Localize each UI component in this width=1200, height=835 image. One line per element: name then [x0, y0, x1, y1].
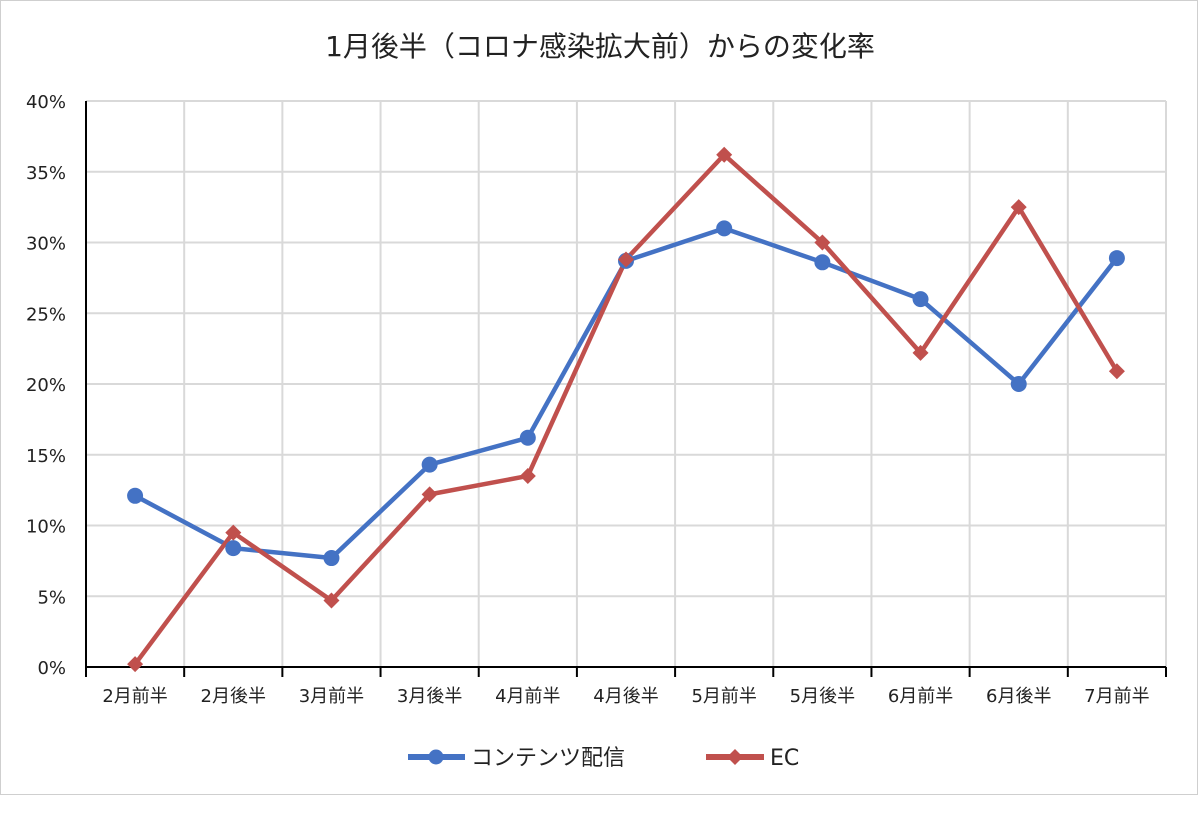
x-tick-label: 5月前半 — [691, 686, 756, 707]
legend-item-ec: EC — [706, 746, 799, 771]
legend-item-content-distribution: コンテンツ配信 — [408, 746, 625, 771]
data-point-content-distribution — [127, 487, 144, 504]
data-point-content-distribution — [716, 220, 733, 237]
y-tick-label: 25% — [26, 304, 66, 325]
data-point-ec — [323, 592, 340, 609]
data-point-ec — [519, 467, 536, 484]
data-point-ec — [127, 656, 144, 673]
legend-diamond-marker-icon — [727, 749, 743, 765]
x-axis-tick-labels: 2月前半 2月後半 3月前半 3月後半 4月前半 4月後半 5月前半 5月後半 6月前半 6月後半… — [102, 686, 1149, 707]
axes — [85, 101, 1167, 677]
x-tick-label: 2月前半 — [102, 686, 167, 707]
y-tick-label: 15% — [26, 446, 66, 467]
legend-label-ec: EC — [770, 746, 799, 771]
y-tick-label: 35% — [26, 163, 66, 184]
x-tick-label: 5月後半 — [790, 686, 855, 707]
x-tick-label: 4月後半 — [593, 686, 658, 707]
data-point-content-distribution — [1010, 376, 1027, 392]
data-point-ec — [225, 524, 242, 541]
y-tick-label: 20% — [26, 375, 66, 396]
y-tick-label: 10% — [26, 517, 66, 538]
x-tick-label: 6月前半 — [888, 686, 953, 707]
data-point-ec — [1108, 363, 1125, 380]
y-tick-label: 40% — [26, 92, 66, 113]
y-axis-tick-labels: 0% 5% 10% 15% 20% 25% 30% 35% 40% — [26, 92, 66, 679]
legend: コンテンツ配信 EC — [408, 746, 799, 771]
data-point-content-distribution — [323, 550, 340, 567]
data-point-content-distribution — [519, 429, 536, 446]
data-point-content-distribution — [912, 291, 929, 308]
data-point-ec — [618, 251, 634, 268]
y-tick-label: 30% — [26, 234, 66, 255]
y-tick-label: 0% — [37, 658, 66, 679]
data-point-ec — [716, 146, 733, 163]
x-tick-label: 2月後半 — [201, 686, 266, 707]
data-point-ec — [912, 344, 929, 361]
x-tick-label: 3月前半 — [299, 686, 364, 707]
data-point-content-distribution — [421, 456, 438, 473]
x-tick-label: 3月後半 — [397, 686, 462, 707]
data-point-ec — [1010, 199, 1027, 216]
data-point-ec — [814, 234, 831, 251]
series-markers — [127, 146, 1125, 673]
legend-label-content-distribution: コンテンツ配信 — [471, 746, 625, 771]
chart-frame — [0, 0, 1198, 795]
data-point-content-distribution — [225, 540, 242, 557]
x-tick-label: 4月前半 — [495, 686, 560, 707]
data-point-ec — [421, 486, 438, 503]
legend-circle-marker-icon — [428, 749, 444, 765]
data-point-content-distribution — [814, 254, 831, 271]
x-tick-label: 7月前半 — [1084, 686, 1149, 707]
y-tick-label: 5% — [37, 587, 66, 608]
chart-title: 1月後半（コロナ感染拡大前）からの変化率 — [325, 30, 875, 63]
x-tick-label: 6月後半 — [986, 686, 1051, 707]
gridlines — [86, 100, 1167, 667]
data-point-content-distribution — [1108, 250, 1125, 267]
